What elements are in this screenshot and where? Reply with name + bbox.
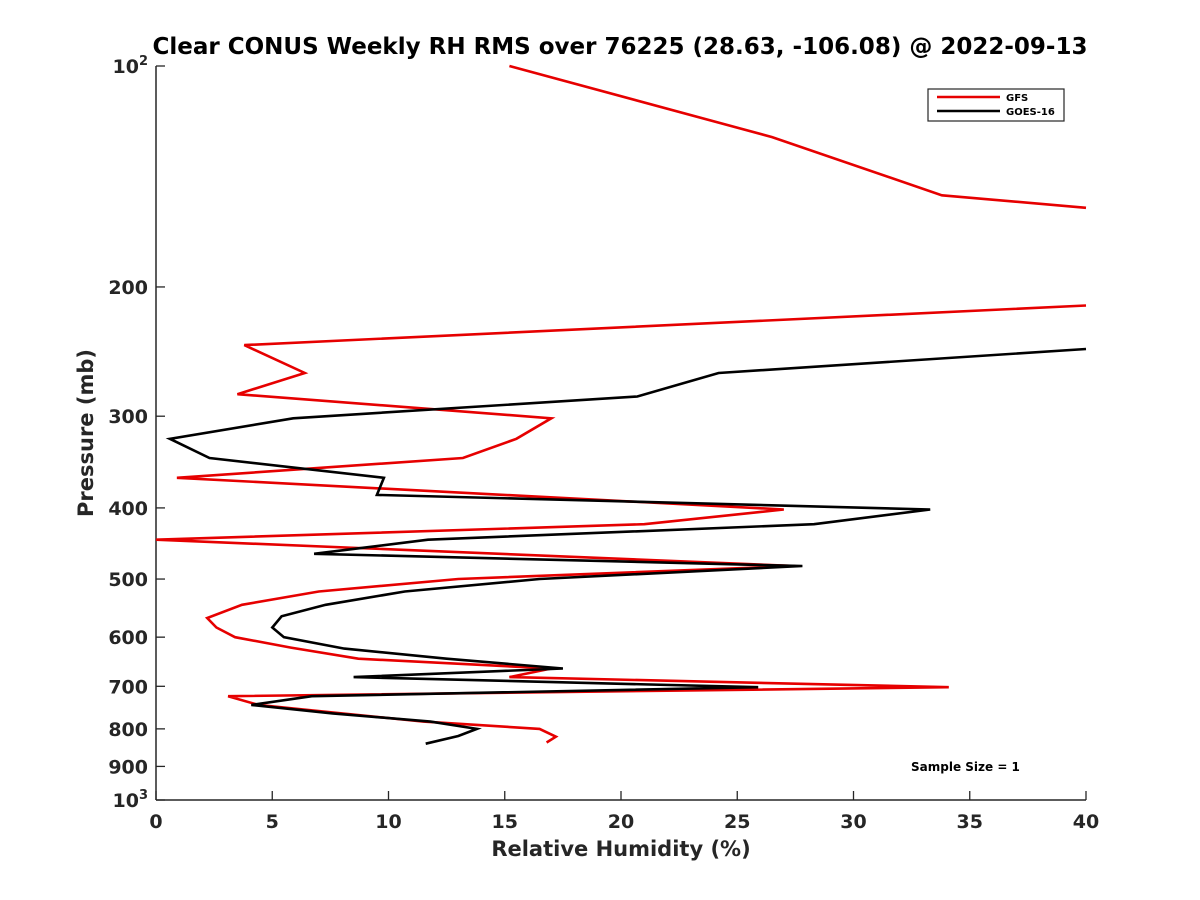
y-tick-label: 400 [108,498,148,520]
series-line-gfs [509,64,1087,210]
y-tick-label: 102 [113,54,149,78]
y-tick-label: 103 [113,788,149,812]
y-tick-label: 300 [108,406,148,428]
y-ticks: 102 200 300 400 500 600 700 800 900 103 [108,54,165,812]
y-tick-label: 900 [108,756,148,778]
y-tick-label: 800 [108,719,148,741]
x-tick-label: 20 [608,811,634,833]
y-tick-label: 600 [108,627,148,649]
y-tick-label: 700 [108,676,148,698]
y-tick-label: 500 [108,569,148,591]
x-tick-label: 40 [1073,811,1099,833]
legend-label-gfs: GFS [1006,93,1028,104]
x-tick-label: 15 [492,811,518,833]
chart-title: Clear CONUS Weekly RH RMS over 76225 (28… [153,34,1088,60]
series-line-goes-16 [165,347,1087,745]
x-tick-label: 35 [957,811,983,833]
legend: GFS GOES-16 [927,88,1065,122]
x-tick-label: 10 [375,811,401,833]
x-ticks: 0 5 10 15 20 25 30 35 40 [149,791,1099,833]
series-line-gfs [155,304,1087,744]
legend-box [927,88,1065,122]
y-tick-label: 200 [108,277,148,299]
x-axis-label: Relative Humidity (%) [491,837,750,861]
x-tick-label: 0 [149,811,162,833]
legend-label-goes-16: GOES-16 [1006,107,1055,118]
series-layer [155,64,1087,745]
x-tick-label: 5 [266,811,279,833]
x-tick-label: 25 [724,811,750,833]
x-tick-label: 30 [840,811,866,833]
y-axis-label: Pressure (mb) [74,349,98,517]
sample-size-annotation: Sample Size = 1 [911,760,1020,774]
